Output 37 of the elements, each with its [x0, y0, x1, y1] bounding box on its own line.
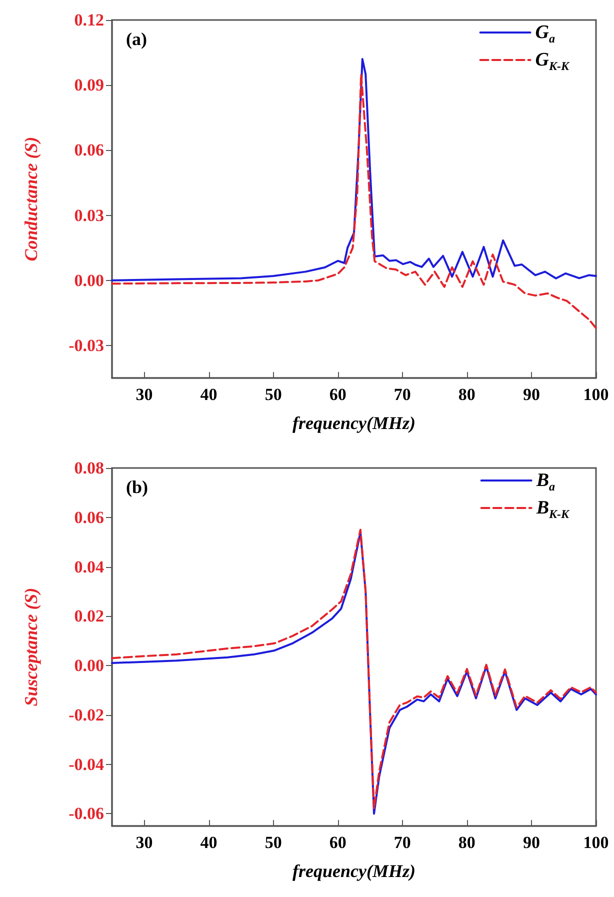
- y-tick-label: 0.03: [74, 206, 104, 225]
- annotation: (b): [126, 477, 148, 497]
- x-tick-label: 70: [394, 385, 411, 404]
- x-tick-label: 100: [583, 385, 609, 404]
- y-tick-label: 0.00: [74, 656, 104, 676]
- y-tick-label: 0.08: [74, 458, 104, 478]
- y-tick-label: -0.02: [68, 705, 104, 724]
- y-tick-label: 0.09: [74, 76, 104, 95]
- x-tick-label: 50: [264, 385, 282, 404]
- y-tick-label: 0.06: [74, 140, 104, 160]
- x-tick-label: 30: [136, 833, 153, 852]
- x-tick-label: 50: [264, 833, 282, 852]
- x-axis-title: frequency(MHz): [292, 861, 416, 881]
- y-tick-label: 0.06: [74, 508, 104, 527]
- y-tick-label: -0.04: [68, 754, 104, 774]
- y-tick-label: 0.04: [74, 557, 104, 576]
- x-tick-label: 80: [458, 833, 476, 852]
- x-tick-label: 90: [522, 385, 540, 404]
- x-tick-label: 90: [522, 833, 540, 852]
- x-tick-label: 70: [394, 833, 411, 852]
- x-tick-label: 80: [458, 385, 476, 404]
- y-tick-label: -0.03: [68, 336, 104, 355]
- line-series: [111, 73, 597, 330]
- y-tick-label: 0.12: [74, 10, 104, 30]
- x-axis-title: frequency(MHz): [292, 413, 416, 433]
- y-tick-label: 0.02: [74, 606, 104, 626]
- x-tick-label: 40: [200, 833, 218, 852]
- y-tick-label: 0.00: [74, 270, 104, 290]
- x-tick-label: 40: [200, 385, 218, 404]
- y-axis-title: Conductance (S): [21, 136, 41, 262]
- x-tick-label: 60: [329, 833, 346, 852]
- y-axis-title: Susceptance (S): [21, 588, 41, 706]
- x-tick-label: 60: [329, 385, 346, 404]
- y-tick-label: -0.06: [68, 804, 104, 824]
- x-tick-label: 30: [136, 385, 153, 404]
- x-tick-label: 100: [583, 833, 609, 852]
- annotation: (a): [126, 29, 147, 49]
